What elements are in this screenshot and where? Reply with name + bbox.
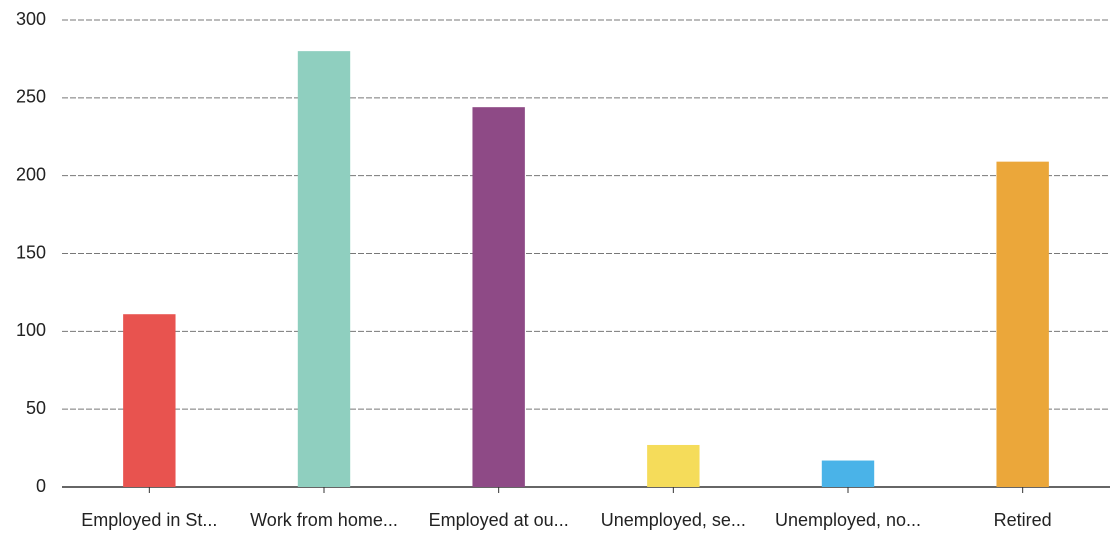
x-tick-label: Unemployed, no... — [775, 510, 921, 530]
y-tick-label: 150 — [16, 242, 46, 262]
x-tick-label: Unemployed, se... — [601, 510, 746, 530]
bar — [123, 314, 176, 487]
x-tick-label: Work from home... — [250, 510, 398, 530]
y-tick-label: 300 — [16, 9, 46, 29]
x-tick-label: Retired — [994, 510, 1052, 530]
y-tick-label: 250 — [16, 87, 46, 107]
bar — [821, 460, 875, 487]
bar — [647, 444, 700, 487]
bar — [996, 161, 1049, 487]
bar — [297, 51, 351, 488]
y-tick-label: 50 — [26, 398, 46, 418]
x-tick-label: Employed at ou... — [429, 510, 569, 530]
y-tick-label: 200 — [16, 164, 46, 184]
y-tick-label: 100 — [16, 320, 46, 340]
y-tick-label: 0 — [36, 476, 46, 496]
x-tick-label: Employed in St... — [81, 510, 217, 530]
bar — [472, 107, 525, 487]
